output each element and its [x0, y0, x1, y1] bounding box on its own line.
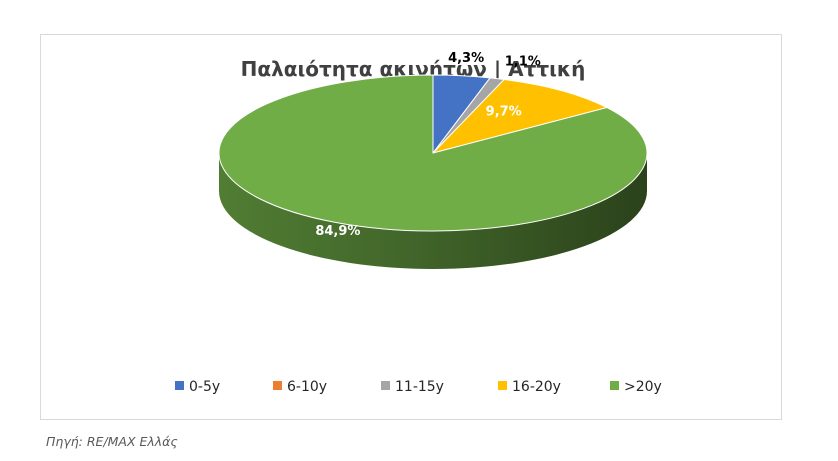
legend-item-20y: >20y	[610, 379, 662, 395]
data-label-0-5y: 4,3%	[448, 51, 484, 66]
pie-slice-20y	[218, 74, 648, 232]
pie-chart: Παλαιότητα ακινήτων | Αττική 4,3% 1,1%9,7…	[175, 51, 662, 395]
pie-slices	[218, 74, 648, 232]
legend-swatch	[175, 381, 184, 390]
data-label-11-15y: 1,1%	[505, 54, 541, 69]
legend-swatch	[273, 381, 282, 390]
legend-label: 11-15y	[395, 379, 444, 395]
data-labels: 4,3% 1,1% 9,7% 84,9%	[315, 51, 540, 239]
legend-swatch	[498, 381, 507, 390]
legend-swatch	[381, 381, 390, 390]
pie-slice-16-20y	[431, 78, 609, 154]
source-note: Πηγή: RE/MAX Ελλάς	[46, 434, 178, 449]
legend-item-16-20y: 16-20y	[498, 379, 561, 395]
legend-label: >20y	[624, 379, 662, 395]
legend: 0-5y 6-10y 11-15y 16-20y >20y	[175, 379, 662, 395]
pie-sides	[219, 153, 647, 269]
legend-label: 0-5y	[189, 379, 220, 395]
legend-item-6-10y: 6-10y	[273, 379, 327, 395]
legend-label: 6-10y	[287, 379, 327, 395]
legend-item-0-5y: 0-5y	[175, 379, 220, 395]
pie-side-20y	[219, 153, 647, 269]
data-label-16-20y: 9,7%	[486, 105, 522, 120]
chart-area: Παλαιότητα ακινήτων | Αττική 4,3% 1,1% 9,7…	[40, 34, 782, 420]
data-label-20y: 84,9%	[315, 224, 360, 239]
legend-swatch	[610, 381, 619, 390]
legend-item-11-15y: 11-15y	[381, 379, 444, 395]
legend-label: 16-20y	[512, 379, 561, 395]
